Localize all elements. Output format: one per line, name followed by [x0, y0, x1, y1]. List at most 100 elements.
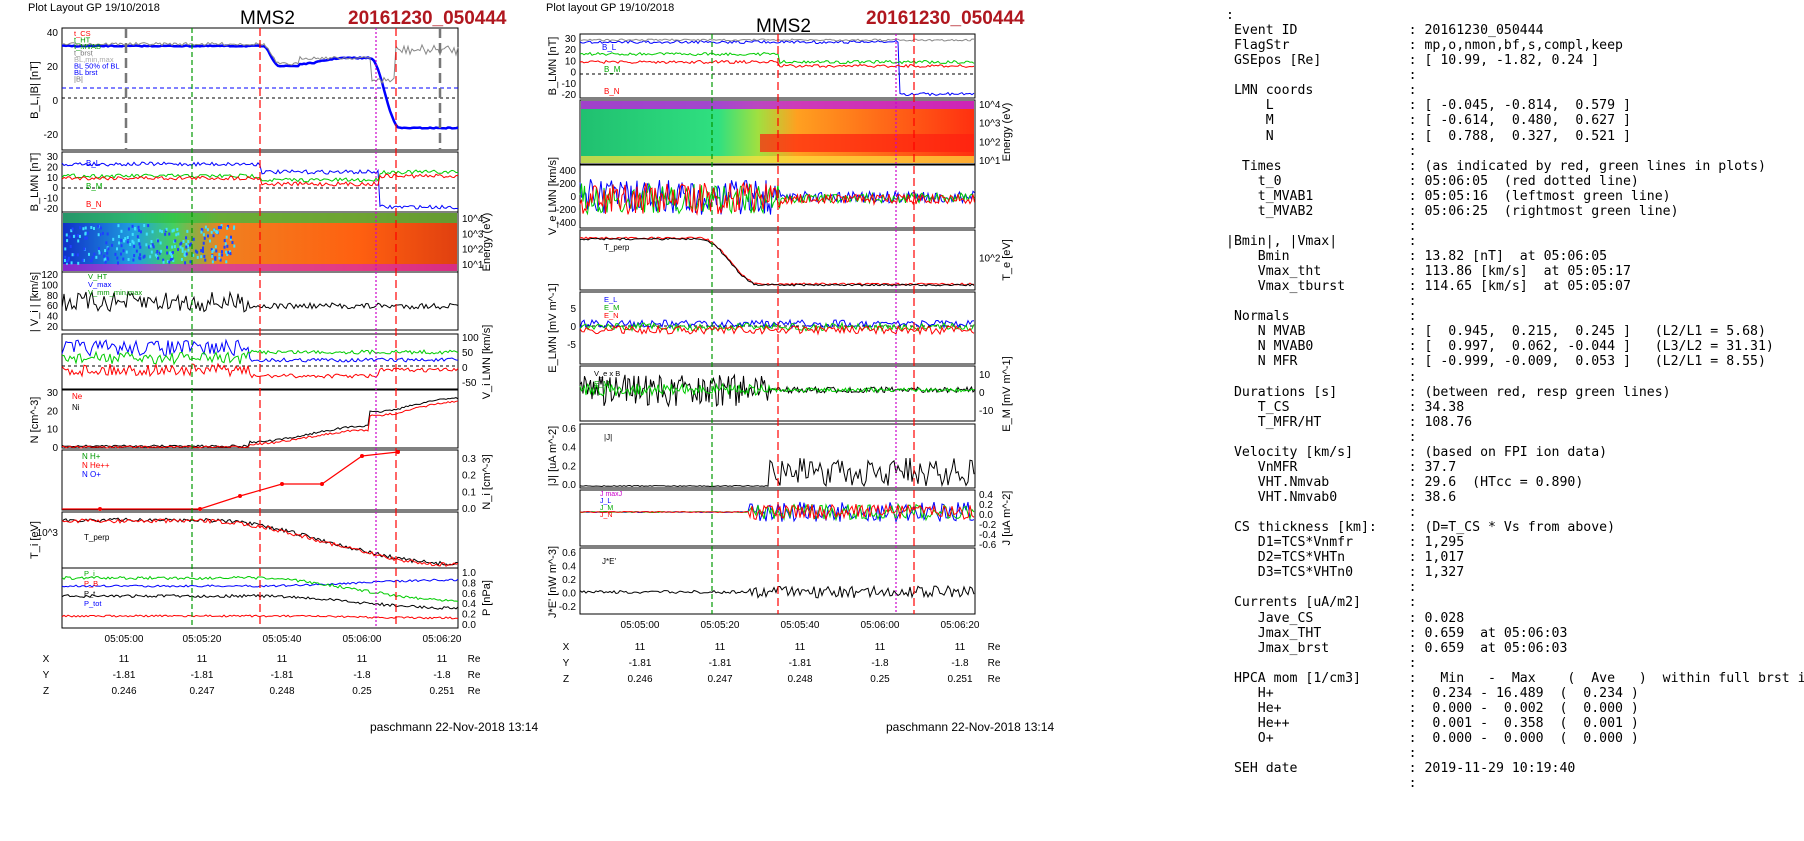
right-ephem-label: Z — [563, 674, 569, 685]
left-spectrogram-speckle — [200, 227, 203, 231]
left-spectrogram-speckle — [132, 241, 135, 245]
left-spectrogram-speckle — [122, 257, 125, 261]
left-spectrogram-speckle — [76, 253, 79, 257]
p8-ylabel: T_i [eV] — [29, 521, 41, 559]
left-spectrogram-speckle — [65, 261, 68, 265]
left-spectrogram-speckle — [107, 257, 110, 261]
left-ephem-value: 0.25 — [352, 686, 372, 697]
left-spectrogram-speckle — [107, 247, 110, 251]
left-spectrogram-speckle — [202, 247, 205, 251]
p7-ylabel: N_i [cm^-3] — [481, 454, 493, 509]
r7-ylabel: |J| [uA m^-2] — [547, 426, 559, 486]
p1-ytick: -20 — [44, 130, 59, 141]
left-spectrogram-speckle — [171, 257, 174, 261]
p9-ytick: 0.4 — [462, 599, 476, 610]
left-spectrogram-speckle — [154, 253, 157, 257]
left-spectrogram-speckle — [139, 257, 142, 261]
left-spectrogram-speckle — [184, 250, 187, 254]
left-spectrogram-speckle — [180, 257, 183, 261]
left-spectrogram-speckle — [170, 252, 173, 256]
left-spectrogram-speckle — [211, 250, 214, 254]
r7-ytick: 0.4 — [562, 443, 576, 454]
left-spectrogram-speckle — [168, 232, 171, 236]
r1-ytick: 10 — [565, 56, 577, 67]
left-ephem-value: 11 — [437, 654, 448, 665]
left-spectrogram-bottom-band — [63, 264, 457, 271]
left-spectrogram-speckle — [82, 258, 85, 262]
left-spectrogram-speckle — [172, 259, 175, 263]
left-spectrogram-speckle — [226, 244, 229, 248]
left-spectrogram-speckle — [64, 258, 67, 262]
r1-ytick: -20 — [562, 90, 577, 101]
r8-legend-item: J_L — [600, 498, 611, 505]
right-ephem-value: 11 — [715, 642, 726, 653]
p9-ytick: 0.0 — [462, 620, 476, 631]
left-spectrogram-speckle — [99, 251, 102, 255]
r4-legend-tperp: T_perp — [604, 243, 630, 252]
r9-je-trace — [579, 584, 975, 599]
left-spectrogram-speckle — [135, 249, 138, 253]
p7-legend-item: N O+ — [82, 470, 101, 479]
left-spectrogram-speckle — [70, 261, 73, 265]
p5-vm-trace — [61, 349, 459, 366]
right-ephem-label: X — [563, 642, 570, 653]
left-spectrogram-speckle — [179, 242, 182, 246]
p1-ylabel: B_L,|B| [nT] — [29, 61, 41, 119]
p2-label-bl: B_L — [86, 159, 101, 168]
right-panel-stack: 3020100-10-2010^410^310^210^14002000-200… — [547, 33, 1013, 685]
left-ephem-value: -1.81 — [271, 670, 294, 681]
r6-ylabel: E_M [mV m^-1] — [1001, 356, 1013, 431]
left-spectrogram-speckle — [221, 253, 224, 257]
p9-legend-item: P_t — [84, 589, 96, 598]
left-spectrogram-speckle — [211, 254, 214, 258]
left-spectrogram-speckle — [158, 251, 161, 255]
r1-bn-trace — [579, 59, 975, 69]
p6-ytick: 0 — [52, 443, 58, 454]
left-spectrogram-speckle — [84, 236, 87, 240]
r7-ytick: 0.0 — [562, 480, 576, 491]
left-spectrogram-speckle — [184, 254, 187, 258]
left-spectrogram-speckle — [203, 254, 206, 258]
left-spectrogram-speckle — [227, 224, 230, 228]
left-spectrogram-speckle — [186, 244, 189, 248]
right-ephem-value: 11 — [795, 642, 806, 653]
left-spectrogram-top-band — [63, 213, 457, 223]
p1-legend-item: BL brst — [74, 68, 98, 77]
p7-he-point — [238, 494, 242, 498]
r6-ytick: 10 — [979, 370, 991, 381]
left-spectrogram-speckle — [204, 225, 207, 229]
left-spectrogram-speckle — [184, 261, 187, 265]
left-spectrogram-speckle — [125, 250, 128, 254]
r6-em-trace — [579, 382, 975, 397]
r7-ytick: 0.6 — [562, 424, 576, 435]
left-spectrogram-speckle — [185, 252, 188, 256]
p9-legend-item: P_i — [84, 569, 95, 578]
left-spectrogram-speckle — [90, 259, 93, 263]
p7-he-point — [198, 507, 202, 511]
r1-ytick: 30 — [565, 34, 577, 45]
p2-ytick: -20 — [44, 204, 59, 215]
r5-ylabel: E_LMN [mV m^-1] — [547, 283, 559, 373]
left-panel-stack: 40200-203020100-10-2010^410^310^210^1120… — [29, 27, 493, 697]
left-spectrogram-speckle — [99, 233, 102, 237]
p4-ytick: 80 — [47, 291, 59, 302]
left-spectrogram-speckle — [188, 243, 191, 247]
p2-label-bn: B_N — [86, 200, 102, 209]
p1-ytick: 40 — [47, 28, 59, 39]
left-spectrogram-speckle — [171, 245, 174, 249]
left-spectrogram-speckle — [132, 258, 135, 262]
left-spectrogram-speckle — [133, 244, 136, 248]
right-time-tick: 05:06:00 — [861, 620, 900, 631]
left-spectrogram-speckle — [208, 239, 211, 243]
left-spectrogram-speckle — [192, 253, 195, 257]
r5-legend-item: E_M — [604, 303, 619, 312]
r5-ytick: 0 — [570, 322, 576, 333]
left-spectrogram-speckle — [95, 255, 98, 259]
p1-legend-item: BL,min,max — [74, 55, 114, 64]
p4-legend-item: V_max — [88, 280, 112, 289]
p7-he-point — [396, 450, 400, 454]
r4-tpar-trace — [579, 237, 975, 287]
event-info-text: : Event ID : 20161230_050444 FlagStr : m… — [1226, 8, 1804, 792]
left-spectrogram-speckle — [226, 253, 229, 257]
p4-ylabel: | V_i | [km/s] — [29, 272, 41, 332]
